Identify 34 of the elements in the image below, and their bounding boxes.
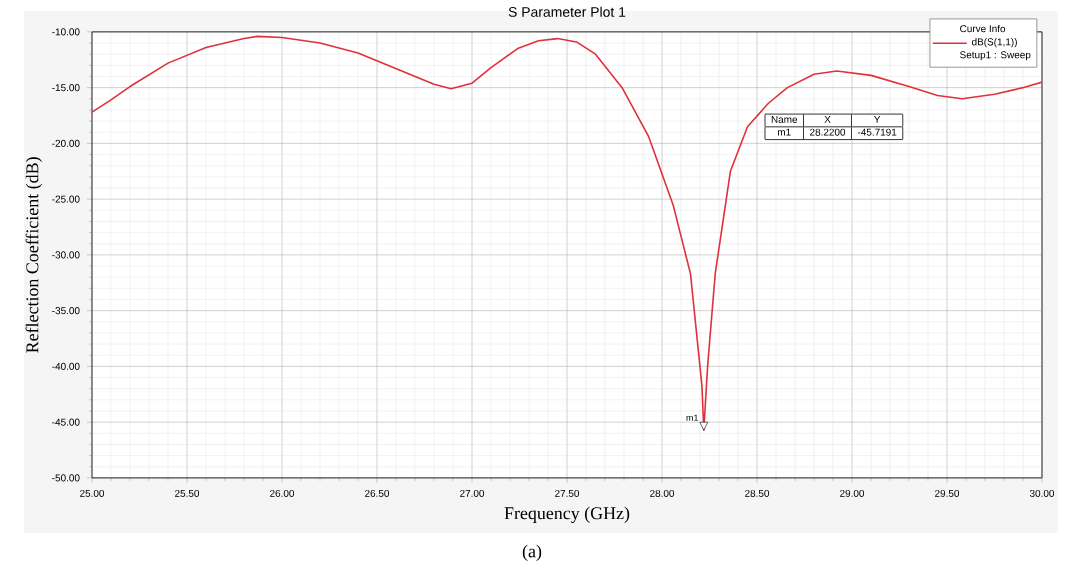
legend-label: dB(S(1,1))	[971, 38, 1017, 48]
y-tick-label: -15.00	[52, 84, 80, 92]
y-tick-label: -50.00	[52, 474, 80, 482]
x-tick-label: 27.50	[555, 490, 580, 498]
y-tick-label: -45.00	[52, 418, 80, 426]
x-tick-label: 26.50	[365, 490, 390, 498]
x-tick-label: 25.00	[80, 490, 105, 498]
y-tick-label: -20.00	[52, 140, 80, 148]
annotation: Name	[771, 116, 798, 124]
annotation: X	[824, 116, 831, 124]
annotation: m1	[778, 128, 791, 136]
annotation: Y	[874, 116, 881, 124]
annotation: 28.2200	[810, 128, 846, 136]
y-tick-label: -35.00	[52, 307, 80, 315]
x-tick-label: 30.00	[1029, 490, 1055, 498]
y-tick-label: -10.00	[52, 28, 80, 36]
text: (a)	[522, 544, 542, 562]
chart-title: S Parameter Plot 1	[508, 6, 626, 18]
y-tick-label: -25.00	[52, 195, 80, 203]
x-axis-title: Frequency (GHz)	[504, 506, 630, 524]
legend-title: Curve Info	[960, 25, 1006, 33]
y-axis-title: Reflection Coefficient (dB)	[25, 157, 43, 353]
y-tick-label: -30.00	[52, 251, 80, 259]
annotation: m1	[686, 414, 698, 421]
annotation: -45.7191	[857, 128, 897, 136]
x-tick-label: 27.00	[460, 490, 485, 498]
x-tick-label: 29.50	[935, 490, 960, 498]
annotation: Setup1 : Sweep	[960, 51, 1031, 61]
x-tick-label: 25.50	[175, 490, 200, 498]
x-tick-label: 28.50	[745, 490, 770, 498]
y-tick-label: -40.00	[52, 363, 80, 371]
x-tick-label: 29.00	[840, 490, 865, 498]
x-tick-label: 28.00	[650, 490, 675, 498]
x-tick-label: 26.00	[270, 490, 295, 498]
